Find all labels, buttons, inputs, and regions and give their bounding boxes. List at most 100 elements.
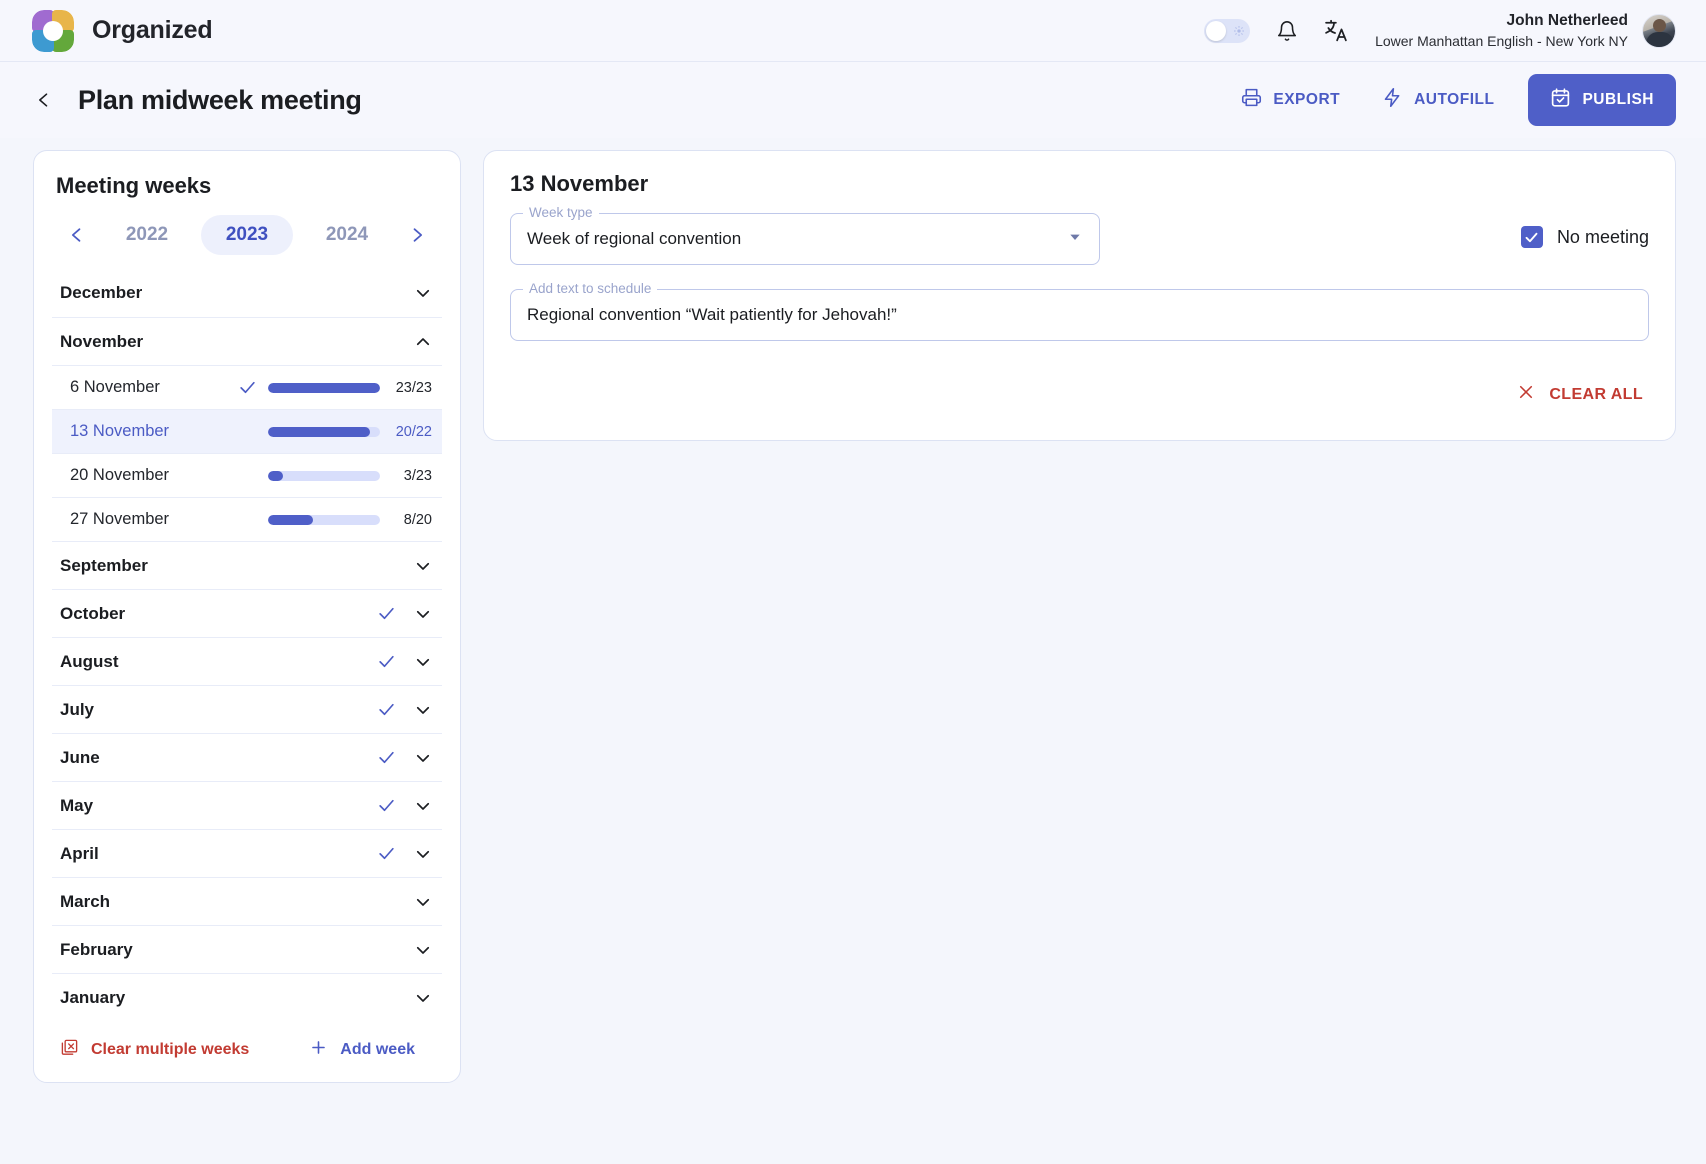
week-type-select[interactable]: Week type Week of regional convention bbox=[510, 205, 1100, 265]
chevron-down-icon[interactable] bbox=[414, 797, 432, 815]
page-title: Plan midweek meeting bbox=[78, 84, 362, 115]
month-label: July bbox=[60, 699, 95, 719]
user-profile[interactable]: John Netherleed Lower Manhattan English … bbox=[1375, 11, 1676, 51]
week-row[interactable]: 27 November 8/20 bbox=[52, 497, 442, 541]
add-week-button[interactable]: Add week bbox=[309, 1038, 415, 1062]
clear-weeks-icon bbox=[60, 1038, 79, 1062]
chevron-down-icon[interactable] bbox=[414, 941, 432, 959]
week-count: 8/20 bbox=[403, 511, 432, 528]
user-name: John Netherleed bbox=[1506, 11, 1628, 29]
month-row-september[interactable]: September bbox=[52, 541, 442, 589]
check-icon bbox=[377, 844, 396, 863]
user-congregation: Lower Manhattan English - New York NY bbox=[1375, 32, 1628, 49]
month-row-december[interactable]: December bbox=[52, 269, 442, 317]
prev-year-button[interactable] bbox=[61, 218, 93, 252]
organized-pinwheel-logo bbox=[32, 9, 74, 52]
month-row-october[interactable]: October bbox=[52, 589, 442, 637]
clear-multiple-weeks-label: Clear multiple weeks bbox=[91, 1041, 250, 1058]
month-label: September bbox=[60, 555, 148, 575]
chevron-down-icon[interactable] bbox=[414, 989, 432, 1007]
month-row-november[interactable]: November bbox=[52, 317, 442, 365]
sidebar-footer: Clear multiple weeks Add week bbox=[34, 1021, 460, 1082]
lightning-bolt-icon bbox=[1382, 87, 1403, 113]
week-date: 20 November bbox=[70, 466, 170, 484]
week-count: 23/23 bbox=[395, 379, 432, 396]
avatar[interactable] bbox=[1642, 13, 1676, 48]
export-label: EXPORT bbox=[1273, 91, 1341, 108]
month-label: August bbox=[60, 651, 119, 671]
month-row-may[interactable]: May bbox=[52, 781, 442, 829]
schedule-text-legend: Add text to schedule bbox=[523, 281, 658, 296]
clear-multiple-weeks-button[interactable]: Clear multiple weeks bbox=[60, 1038, 249, 1062]
month-row-august[interactable]: August bbox=[52, 637, 442, 685]
clear-all-row: CLEAR ALL bbox=[510, 375, 1649, 414]
meeting-weeks-title: Meeting weeks bbox=[56, 173, 212, 198]
month-list: December November 6 November bbox=[34, 269, 460, 1021]
week-date: 13 November bbox=[70, 422, 170, 440]
chevron-down-icon[interactable] bbox=[414, 557, 432, 575]
calendar-check-icon bbox=[1550, 87, 1571, 113]
no-meeting-checkbox-wrap[interactable]: No meeting bbox=[1520, 213, 1649, 248]
sun-toggle-icon[interactable] bbox=[1204, 18, 1251, 43]
year-option-2024[interactable]: 2024 bbox=[325, 224, 369, 245]
year-option-2023[interactable]: 2023 bbox=[201, 215, 293, 255]
chevron-down-icon[interactable] bbox=[414, 701, 432, 719]
clear-all-label: CLEAR ALL bbox=[1549, 385, 1643, 403]
week-count: 3/23 bbox=[403, 467, 432, 484]
schedule-text-input[interactable]: Add text to schedule Regional convention… bbox=[510, 281, 1649, 341]
month-row-march[interactable]: March bbox=[52, 877, 442, 925]
content: Meeting weeks 2022 2023 2024 December bbox=[0, 138, 1706, 1083]
chevron-down-icon[interactable] bbox=[1067, 229, 1083, 250]
header-actions: EXPORT AUTOFILL PUBLISH bbox=[1225, 74, 1676, 126]
page-header: Plan midweek meeting EXPORT AUTOFILL bbox=[0, 62, 1706, 138]
week-progress-bar bbox=[268, 382, 380, 393]
week-row[interactable]: 13 November 20/22 bbox=[52, 409, 442, 453]
clear-all-button[interactable]: CLEAR ALL bbox=[1511, 375, 1649, 414]
week-type-value: Week of regional convention bbox=[527, 229, 742, 248]
month-row-june[interactable]: June bbox=[52, 733, 442, 781]
check-icon bbox=[377, 700, 396, 719]
week-type-row: Week type Week of regional convention No… bbox=[510, 205, 1649, 265]
chevron-up-icon[interactable] bbox=[414, 333, 432, 351]
check-icon bbox=[377, 796, 396, 815]
check-icon bbox=[377, 748, 396, 767]
week-progress-bar bbox=[268, 426, 380, 437]
month-label: March bbox=[60, 891, 111, 911]
week-row[interactable]: 20 November 3/23 bbox=[52, 453, 442, 497]
month-label: October bbox=[60, 603, 126, 623]
publish-button[interactable]: PUBLISH bbox=[1528, 74, 1676, 126]
week-progress-bar bbox=[268, 470, 380, 481]
brand-name: Organized bbox=[92, 16, 213, 44]
month-row-january[interactable]: January bbox=[52, 973, 442, 1021]
year-option-2022[interactable]: 2022 bbox=[125, 224, 169, 245]
autofill-button[interactable]: AUTOFILL bbox=[1366, 77, 1510, 123]
chevron-down-icon[interactable] bbox=[414, 749, 432, 767]
next-year-button[interactable] bbox=[401, 218, 433, 252]
autofill-label: AUTOFILL bbox=[1414, 91, 1495, 108]
meeting-weeks-panel: Meeting weeks 2022 2023 2024 December bbox=[33, 150, 461, 1083]
bell-icon[interactable] bbox=[1276, 19, 1298, 43]
week-date: 6 November bbox=[70, 378, 160, 396]
detail-title: 13 November bbox=[510, 171, 649, 196]
chevron-down-icon[interactable] bbox=[414, 605, 432, 623]
check-icon bbox=[238, 378, 268, 397]
translate-icon[interactable] bbox=[1324, 18, 1349, 43]
month-row-july[interactable]: July bbox=[52, 685, 442, 733]
brand[interactable]: Organized bbox=[32, 9, 213, 52]
top-bar: Organized bbox=[0, 0, 1706, 62]
week-row[interactable]: 6 November 23/23 bbox=[52, 365, 442, 409]
chevron-down-icon[interactable] bbox=[414, 284, 432, 302]
checkbox-checked-icon[interactable] bbox=[1520, 226, 1543, 248]
chevron-left-icon[interactable] bbox=[28, 81, 60, 119]
chevron-down-icon[interactable] bbox=[414, 893, 432, 911]
month-row-april[interactable]: April bbox=[52, 829, 442, 877]
add-week-label: Add week bbox=[340, 1041, 415, 1058]
schedule-text-value: Regional convention “Wait patiently for … bbox=[527, 305, 897, 324]
export-button[interactable]: EXPORT bbox=[1225, 77, 1356, 123]
no-meeting-label: No meeting bbox=[1556, 226, 1649, 247]
week-type-legend: Week type bbox=[523, 205, 599, 220]
chevron-down-icon[interactable] bbox=[414, 653, 432, 671]
month-label: November bbox=[60, 331, 144, 351]
month-row-february[interactable]: February bbox=[52, 925, 442, 973]
chevron-down-icon[interactable] bbox=[414, 845, 432, 863]
